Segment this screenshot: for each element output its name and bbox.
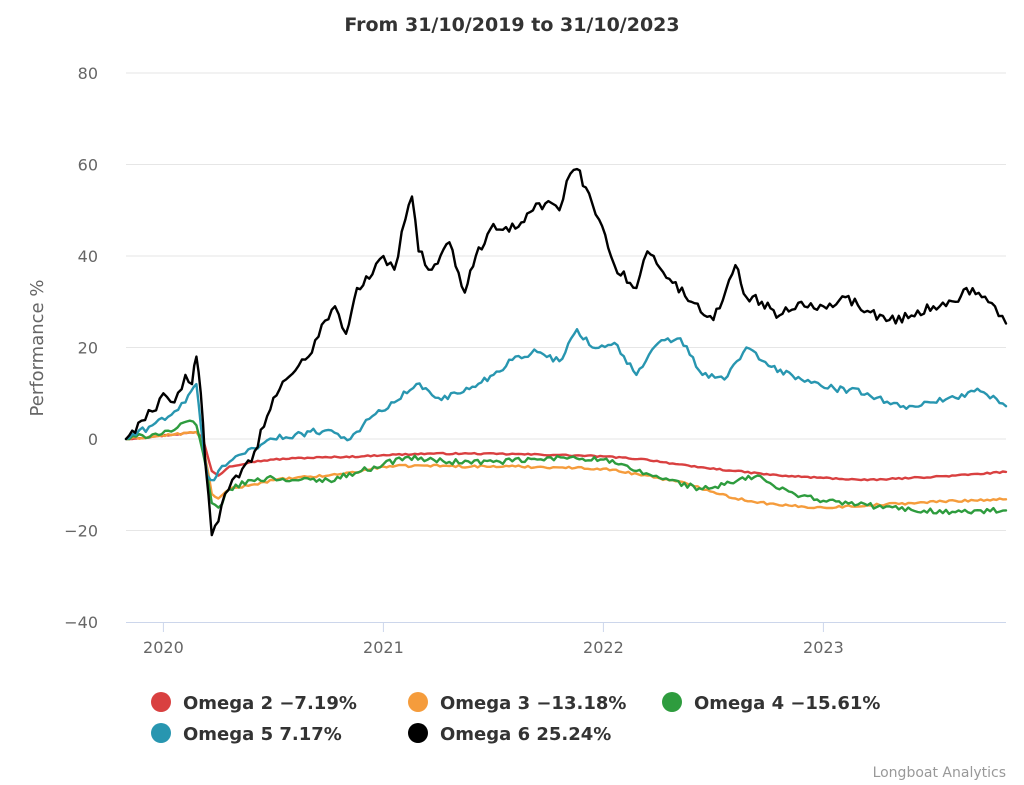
legend-marker: [408, 692, 428, 712]
legend-label: Omega 2 −7.19%: [183, 693, 357, 714]
legend-item-omega-3[interactable]: Omega 3 −13.18%: [408, 692, 626, 714]
legend: Omega 2 −7.19% Omega 3 −13.18% Omega 4 −15…: [151, 692, 880, 745]
x-tick-label: 2022: [583, 638, 624, 657]
y-tick-label: 60: [78, 156, 98, 175]
legend-label: Omega 4 −15.61%: [694, 693, 880, 714]
legend-marker: [151, 692, 171, 712]
legend-item-omega-5[interactable]: Omega 5 7.17%: [151, 723, 342, 745]
legend-marker: [662, 692, 682, 712]
y-tick-label: −20: [64, 522, 98, 541]
series-line-omega-5[interactable]: [124, 328, 1008, 482]
legend-marker: [408, 723, 428, 743]
y-tick-label: 80: [78, 64, 98, 83]
series-line-omega-4[interactable]: [124, 419, 1008, 516]
credits-text[interactable]: Longboat Analytics: [873, 765, 1006, 781]
legend-marker: [151, 723, 171, 743]
series-lines: [124, 167, 1008, 537]
y-tick-label: −40: [64, 613, 98, 632]
legend-label: Omega 3 −13.18%: [440, 693, 626, 714]
chart-title: From 31/10/2019 to 31/10/2023: [344, 14, 679, 36]
x-tick-label: 2023: [803, 638, 844, 657]
series-line-omega-6[interactable]: [124, 167, 1008, 537]
y-tick-label: 40: [78, 247, 98, 266]
legend-label: Omega 5 7.17%: [183, 724, 342, 745]
legend-label: Omega 6 25.24%: [440, 724, 611, 745]
y-axis: −40 −20 0 20 40 60 80: [64, 64, 98, 632]
legend-item-omega-2[interactable]: Omega 2 −7.19%: [151, 692, 357, 714]
x-tick-label: 2020: [143, 638, 184, 657]
x-axis: 2020 2021 2022 2023: [126, 622, 1006, 657]
y-axis-title: Performance %: [27, 280, 48, 417]
series-line-omega-2[interactable]: [124, 430, 1008, 482]
y-tick-label: 0: [88, 430, 98, 449]
y-tick-label: 20: [78, 339, 98, 358]
legend-item-omega-6[interactable]: Omega 6 25.24%: [408, 723, 611, 745]
legend-item-omega-4[interactable]: Omega 4 −15.61%: [662, 692, 880, 714]
x-tick-label: 2021: [363, 638, 404, 657]
